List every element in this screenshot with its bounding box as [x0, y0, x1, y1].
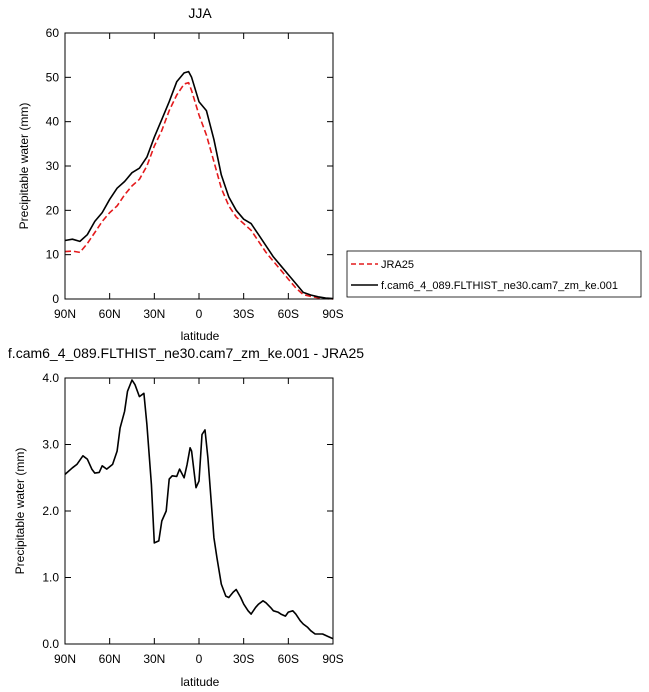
y-tick-label: 60: [46, 26, 60, 40]
y-tick-label: 4.0: [42, 371, 59, 385]
y-tick-label: 1.0: [42, 571, 59, 585]
bottom-panel-plot-area: [64, 379, 334, 640]
top-panel-plot-area: [64, 70, 334, 300]
y-tick-label: 30: [46, 159, 60, 173]
y-tick-label: 0: [52, 292, 59, 306]
bottom-panel-x-axis: 90N 60N 30N 0 30S 60S 90S: [54, 378, 344, 666]
top-panel-ylabel: Precipitable water (mm): [17, 103, 31, 230]
x-tick-label: 0: [196, 307, 203, 321]
x-tick-label: 30N: [143, 652, 165, 666]
bottom-panel-y-axis: 0.0 1.0 2.0 3.0 4.0: [42, 371, 333, 651]
x-tick-label: 30S: [233, 307, 254, 321]
y-tick-label: 20: [46, 203, 60, 217]
series-line-1-0: [64, 379, 334, 640]
top-panel-x-axis: 90N 60N 30N 0 30S 60S 90S: [54, 33, 344, 321]
x-tick-label: 90N: [54, 652, 76, 666]
top-panel-title: JJA: [188, 5, 212, 21]
legend-label-model: f.cam6_4_089.FLTHIST_ne30.cam7_zm_ke.001: [381, 280, 618, 292]
series-line-0-1: [64, 70, 334, 300]
y-tick-label: 40: [46, 115, 60, 129]
y-tick-label: 0.0: [42, 637, 59, 651]
x-tick-label: 60N: [99, 652, 121, 666]
x-tick-label: 90S: [322, 307, 343, 321]
x-tick-label: 60N: [99, 307, 121, 321]
x-tick-label: 60S: [278, 307, 299, 321]
y-tick-label: 3.0: [42, 438, 59, 452]
x-tick-label: 0: [196, 652, 203, 666]
x-tick-label: 90S: [322, 652, 343, 666]
bottom-panel: f.cam6_4_089.FLTHIST_ne30.cam7_zm_ke.001…: [8, 345, 364, 689]
series-line-0-0: [64, 81, 334, 300]
x-tick-label: 90N: [54, 307, 76, 321]
y-tick-label: 10: [46, 248, 60, 262]
legend-box: [346, 250, 642, 298]
bottom-panel-frame: [64, 377, 334, 645]
top-panel-y-axis: 0 10 20 30 40 50 60: [46, 26, 333, 306]
bottom-panel-title: f.cam6_4_089.FLTHIST_ne30.cam7_zm_ke.001…: [8, 345, 364, 361]
bottom-panel-ylabel: Precipitable water (mm): [13, 448, 27, 575]
top-panel-xlabel: latitude: [181, 329, 220, 343]
x-tick-label: 30N: [143, 307, 165, 321]
y-tick-label: 50: [46, 70, 60, 84]
legend-label-jra25: JRA25: [381, 259, 414, 271]
x-tick-label: 60S: [278, 652, 299, 666]
top-panel-frame: [64, 32, 334, 300]
x-tick-label: 30S: [233, 652, 254, 666]
top-panel: JJA Precipitable water (mm) latitude 0 10…: [17, 5, 344, 343]
bottom-panel-xlabel: latitude: [181, 675, 220, 689]
legend: JRA25 f.cam6_4_089.FLTHIST_ne30.cam7_zm_…: [346, 250, 642, 298]
y-tick-label: 2.0: [42, 504, 59, 518]
